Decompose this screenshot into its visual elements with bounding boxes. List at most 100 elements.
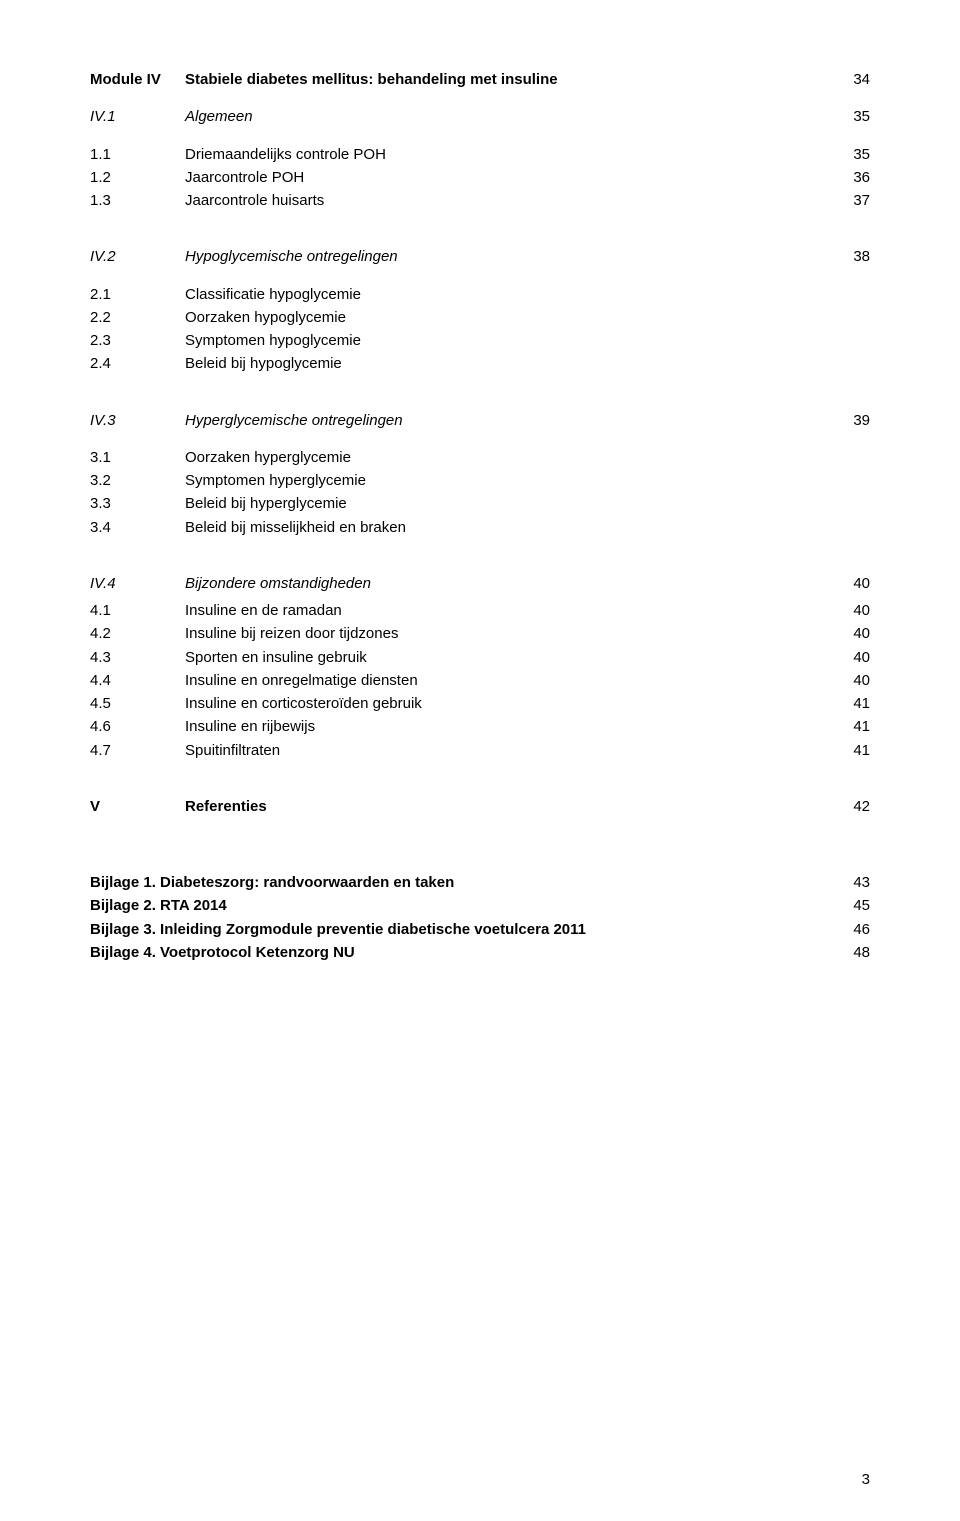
toc-row-page: 40 bbox=[830, 648, 870, 668]
toc-section: Module IVStabiele diabetes mellitus: beh… bbox=[90, 70, 870, 761]
toc-group: IV.2Hypoglycemische ontregelingen38 2.1Cl… bbox=[90, 247, 870, 374]
toc-row-label: Symptomen hyperglycemie bbox=[185, 471, 830, 491]
toc-row-number: 2.2 bbox=[90, 308, 185, 328]
toc-row: 1.3Jaarcontrole huisarts37 bbox=[90, 191, 870, 211]
toc-row-label: Jaarcontrole huisarts bbox=[185, 191, 830, 211]
toc-row-page: 40 bbox=[830, 574, 870, 594]
toc-row: 1.1Driemaandelijks controle POH35 bbox=[90, 145, 870, 165]
toc-row-label: Beleid bij misselijkheid en braken bbox=[185, 518, 830, 538]
toc-row-page: 35 bbox=[830, 145, 870, 165]
toc-row: 4.3Sporten en insuline gebruik40 bbox=[90, 648, 870, 668]
toc-row-label: Sporten en insuline gebruik bbox=[185, 648, 830, 668]
toc-row-number: 1.3 bbox=[90, 191, 185, 211]
toc-row-page: 40 bbox=[830, 671, 870, 691]
toc-row: 2.4Beleid bij hypoglycemie bbox=[90, 354, 870, 374]
toc-row-page: 40 bbox=[830, 601, 870, 621]
toc-appendix-page: 45 bbox=[830, 896, 870, 916]
toc-row-label: Insuline en corticosteroïden gebruik bbox=[185, 694, 830, 714]
toc-row: VReferenties42 bbox=[90, 797, 870, 817]
toc-row-label: Insuline en de ramadan bbox=[185, 601, 830, 621]
toc-row-label: Insuline en onregelmatige diensten bbox=[185, 671, 830, 691]
toc-row-number: IV.4 bbox=[90, 574, 185, 594]
toc-row-page: 37 bbox=[830, 191, 870, 211]
toc-row-number: 4.5 bbox=[90, 694, 185, 714]
toc-row: IV.4Bijzondere omstandigheden40 bbox=[90, 574, 870, 594]
toc-row-page: 40 bbox=[830, 624, 870, 644]
toc-row: 3.2Symptomen hyperglycemie bbox=[90, 471, 870, 491]
toc-row-page: 39 bbox=[830, 411, 870, 431]
toc-row-number: 3.1 bbox=[90, 448, 185, 468]
toc-row: 4.2Insuline bij reizen door tijdzones40 bbox=[90, 624, 870, 644]
toc-content: Module IVStabiele diabetes mellitus: beh… bbox=[90, 70, 870, 963]
toc-row-label: Bijzondere omstandigheden bbox=[185, 574, 830, 594]
toc-row: IV.2Hypoglycemische ontregelingen38 bbox=[90, 247, 870, 267]
toc-row: 4.1Insuline en de ramadan40 bbox=[90, 601, 870, 621]
toc-row-page: 36 bbox=[830, 168, 870, 188]
toc-row-label: Hyperglycemische ontregelingen bbox=[185, 411, 830, 431]
toc-row-label: Algemeen bbox=[185, 107, 830, 127]
toc-row-number: 4.1 bbox=[90, 601, 185, 621]
toc-row-page: 41 bbox=[830, 717, 870, 737]
toc-row-page: 34 bbox=[830, 70, 870, 90]
toc-row: 4.4Insuline en onregelmatige diensten40 bbox=[90, 671, 870, 691]
toc-row-number: 4.3 bbox=[90, 648, 185, 668]
toc-row-label: Insuline en rijbewijs bbox=[185, 717, 830, 737]
toc-appendix-page: 48 bbox=[830, 943, 870, 963]
toc-section: VReferenties42 bbox=[90, 797, 870, 817]
toc-row-number: Module IV bbox=[90, 70, 185, 90]
toc-row: 3.3Beleid bij hyperglycemie bbox=[90, 494, 870, 514]
toc-row: 4.7Spuitinfiltraten41 bbox=[90, 741, 870, 761]
toc-appendix-label: Bijlage 3. Inleiding Zorgmodule preventi… bbox=[90, 920, 830, 940]
toc-appendix-row: Bijlage 2. RTA 201445 bbox=[90, 896, 870, 916]
toc-row-label: Driemaandelijks controle POH bbox=[185, 145, 830, 165]
toc-row-number: 1.2 bbox=[90, 168, 185, 188]
toc-row-page: 42 bbox=[830, 797, 870, 817]
toc-row-page: 41 bbox=[830, 741, 870, 761]
toc-row: 2.2Oorzaken hypoglycemie bbox=[90, 308, 870, 328]
toc-row-number: 4.7 bbox=[90, 741, 185, 761]
toc-row: Module IVStabiele diabetes mellitus: beh… bbox=[90, 70, 870, 90]
toc-row-label: Spuitinfiltraten bbox=[185, 741, 830, 761]
toc-row-number: 4.2 bbox=[90, 624, 185, 644]
toc-row: 2.3Symptomen hypoglycemie bbox=[90, 331, 870, 351]
toc-row-number: 1.1 bbox=[90, 145, 185, 165]
toc-appendix-label: Bijlage 4. Voetprotocol Ketenzorg NU bbox=[90, 943, 830, 963]
toc-row-label: Stabiele diabetes mellitus: behandeling … bbox=[185, 70, 830, 90]
toc-row-number: 3.3 bbox=[90, 494, 185, 514]
toc-row-number: IV.2 bbox=[90, 247, 185, 267]
toc-row-label: Symptomen hypoglycemie bbox=[185, 331, 830, 351]
toc-appendix-row: Bijlage 4. Voetprotocol Ketenzorg NU48 bbox=[90, 943, 870, 963]
toc-row-number: IV.3 bbox=[90, 411, 185, 431]
toc-appendix-label: Bijlage 2. RTA 2014 bbox=[90, 896, 830, 916]
toc-row: 4.5Insuline en corticosteroïden gebruik4… bbox=[90, 694, 870, 714]
toc-row: IV.1Algemeen35 bbox=[90, 107, 870, 127]
toc-row-page: 38 bbox=[830, 247, 870, 267]
toc-appendix-page: 46 bbox=[830, 920, 870, 940]
toc-row-label: Oorzaken hyperglycemie bbox=[185, 448, 830, 468]
toc-row-number: 2.3 bbox=[90, 331, 185, 351]
toc-row: 3.4Beleid bij misselijkheid en braken bbox=[90, 518, 870, 538]
toc-row-page: 41 bbox=[830, 694, 870, 714]
toc-appendix: Bijlage 1. Diabeteszorg: randvoorwaarden… bbox=[90, 873, 870, 963]
toc-row: IV.3Hyperglycemische ontregelingen39 bbox=[90, 411, 870, 431]
toc-row-label: Insuline bij reizen door tijdzones bbox=[185, 624, 830, 644]
toc-row-label: Beleid bij hyperglycemie bbox=[185, 494, 830, 514]
toc-row-number: 4.6 bbox=[90, 717, 185, 737]
toc-appendix-label: Bijlage 1. Diabeteszorg: randvoorwaarden… bbox=[90, 873, 830, 893]
toc-row: 3.1Oorzaken hyperglycemie bbox=[90, 448, 870, 468]
toc-row: 1.2Jaarcontrole POH36 bbox=[90, 168, 870, 188]
toc-row-number: 3.4 bbox=[90, 518, 185, 538]
toc-row: 2.1Classificatie hypoglycemie bbox=[90, 285, 870, 305]
toc-row-label: Oorzaken hypoglycemie bbox=[185, 308, 830, 328]
toc-row-number: V bbox=[90, 797, 185, 817]
toc-row-label: Classificatie hypoglycemie bbox=[185, 285, 830, 305]
toc-appendix-row: Bijlage 1. Diabeteszorg: randvoorwaarden… bbox=[90, 873, 870, 893]
toc-group: IV.4Bijzondere omstandigheden404.1Insuli… bbox=[90, 574, 870, 761]
toc-row-label: Jaarcontrole POH bbox=[185, 168, 830, 188]
toc-row-page: 35 bbox=[830, 107, 870, 127]
toc-row-label: Beleid bij hypoglycemie bbox=[185, 354, 830, 374]
toc-group: IV.1Algemeen351.1Driemaandelijks control… bbox=[90, 107, 870, 211]
toc-row-number: IV.1 bbox=[90, 107, 185, 127]
toc-appendix-page: 43 bbox=[830, 873, 870, 893]
page-number: 3 bbox=[862, 1470, 870, 1490]
